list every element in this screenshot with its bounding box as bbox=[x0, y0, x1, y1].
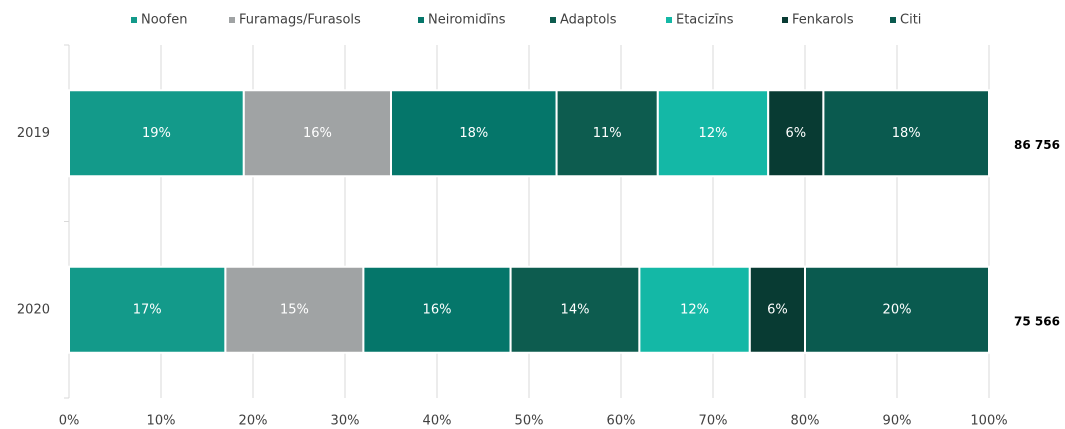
seg-label: 11% bbox=[593, 126, 622, 141]
x-tick-label: 40% bbox=[423, 414, 452, 429]
seg-label: 20% bbox=[883, 302, 912, 317]
bar-segment bbox=[555, 89, 659, 178]
legend-label: Noofen bbox=[141, 13, 187, 28]
legend-label: Furamags/Furasols bbox=[239, 13, 361, 28]
legend-label: Fenkarols bbox=[792, 13, 854, 28]
seg-label: 18% bbox=[459, 126, 488, 141]
seg-label: 16% bbox=[423, 302, 452, 317]
legend-swatch bbox=[666, 17, 672, 23]
legend-label: Neiromidīns bbox=[428, 13, 506, 28]
legend-swatch bbox=[131, 17, 137, 23]
seg-label: 6% bbox=[785, 126, 806, 141]
x-tick-label: 70% bbox=[699, 414, 728, 429]
legend-label: Citi bbox=[900, 13, 921, 28]
bar-segment bbox=[224, 265, 365, 354]
x-tick-label: 50% bbox=[515, 414, 544, 429]
seg-label: 17% bbox=[133, 302, 162, 317]
bar-segment bbox=[804, 265, 990, 354]
legend-swatch bbox=[782, 17, 788, 23]
x-tick-label: 20% bbox=[239, 414, 268, 429]
seg-label: 16% bbox=[303, 126, 332, 141]
seg-label: 6% bbox=[767, 302, 788, 317]
bar-segment bbox=[822, 89, 991, 178]
x-tick-label: 0% bbox=[59, 414, 80, 429]
seg-label: 18% bbox=[892, 126, 921, 141]
x-tick-label: 60% bbox=[607, 414, 636, 429]
x-tick-label: 10% bbox=[147, 414, 176, 429]
bar-segment bbox=[656, 89, 770, 178]
seg-label: 12% bbox=[699, 126, 728, 141]
legend-swatch bbox=[890, 17, 896, 23]
legend-label: Etacizīns bbox=[676, 13, 734, 28]
seg-label: 14% bbox=[561, 302, 590, 317]
seg-label: 19% bbox=[142, 126, 171, 141]
bar-segment bbox=[638, 265, 751, 354]
bar-segment bbox=[509, 265, 641, 354]
bar-segment bbox=[390, 89, 558, 178]
legend-label: Adaptols bbox=[560, 13, 617, 28]
legend-swatch bbox=[418, 17, 424, 23]
bar-segment bbox=[68, 265, 227, 354]
y-tick-label: 2020 bbox=[17, 302, 50, 317]
bar-segment bbox=[68, 89, 245, 178]
seg-label: 12% bbox=[680, 302, 709, 317]
x-tick-label: 80% bbox=[791, 414, 820, 429]
legend-swatch bbox=[550, 17, 556, 23]
seg-label: 15% bbox=[280, 302, 309, 317]
legend-swatch bbox=[229, 17, 235, 23]
x-tick-label: 100% bbox=[970, 414, 1007, 429]
total-label: 75 566 bbox=[1014, 314, 1060, 328]
bar-segment bbox=[748, 265, 806, 354]
x-tick-label: 90% bbox=[883, 414, 912, 429]
total-label: 86 756 bbox=[1014, 138, 1060, 152]
bar-segment bbox=[767, 89, 825, 178]
y-tick-label: 2019 bbox=[17, 126, 50, 141]
x-tick-label: 30% bbox=[331, 414, 360, 429]
